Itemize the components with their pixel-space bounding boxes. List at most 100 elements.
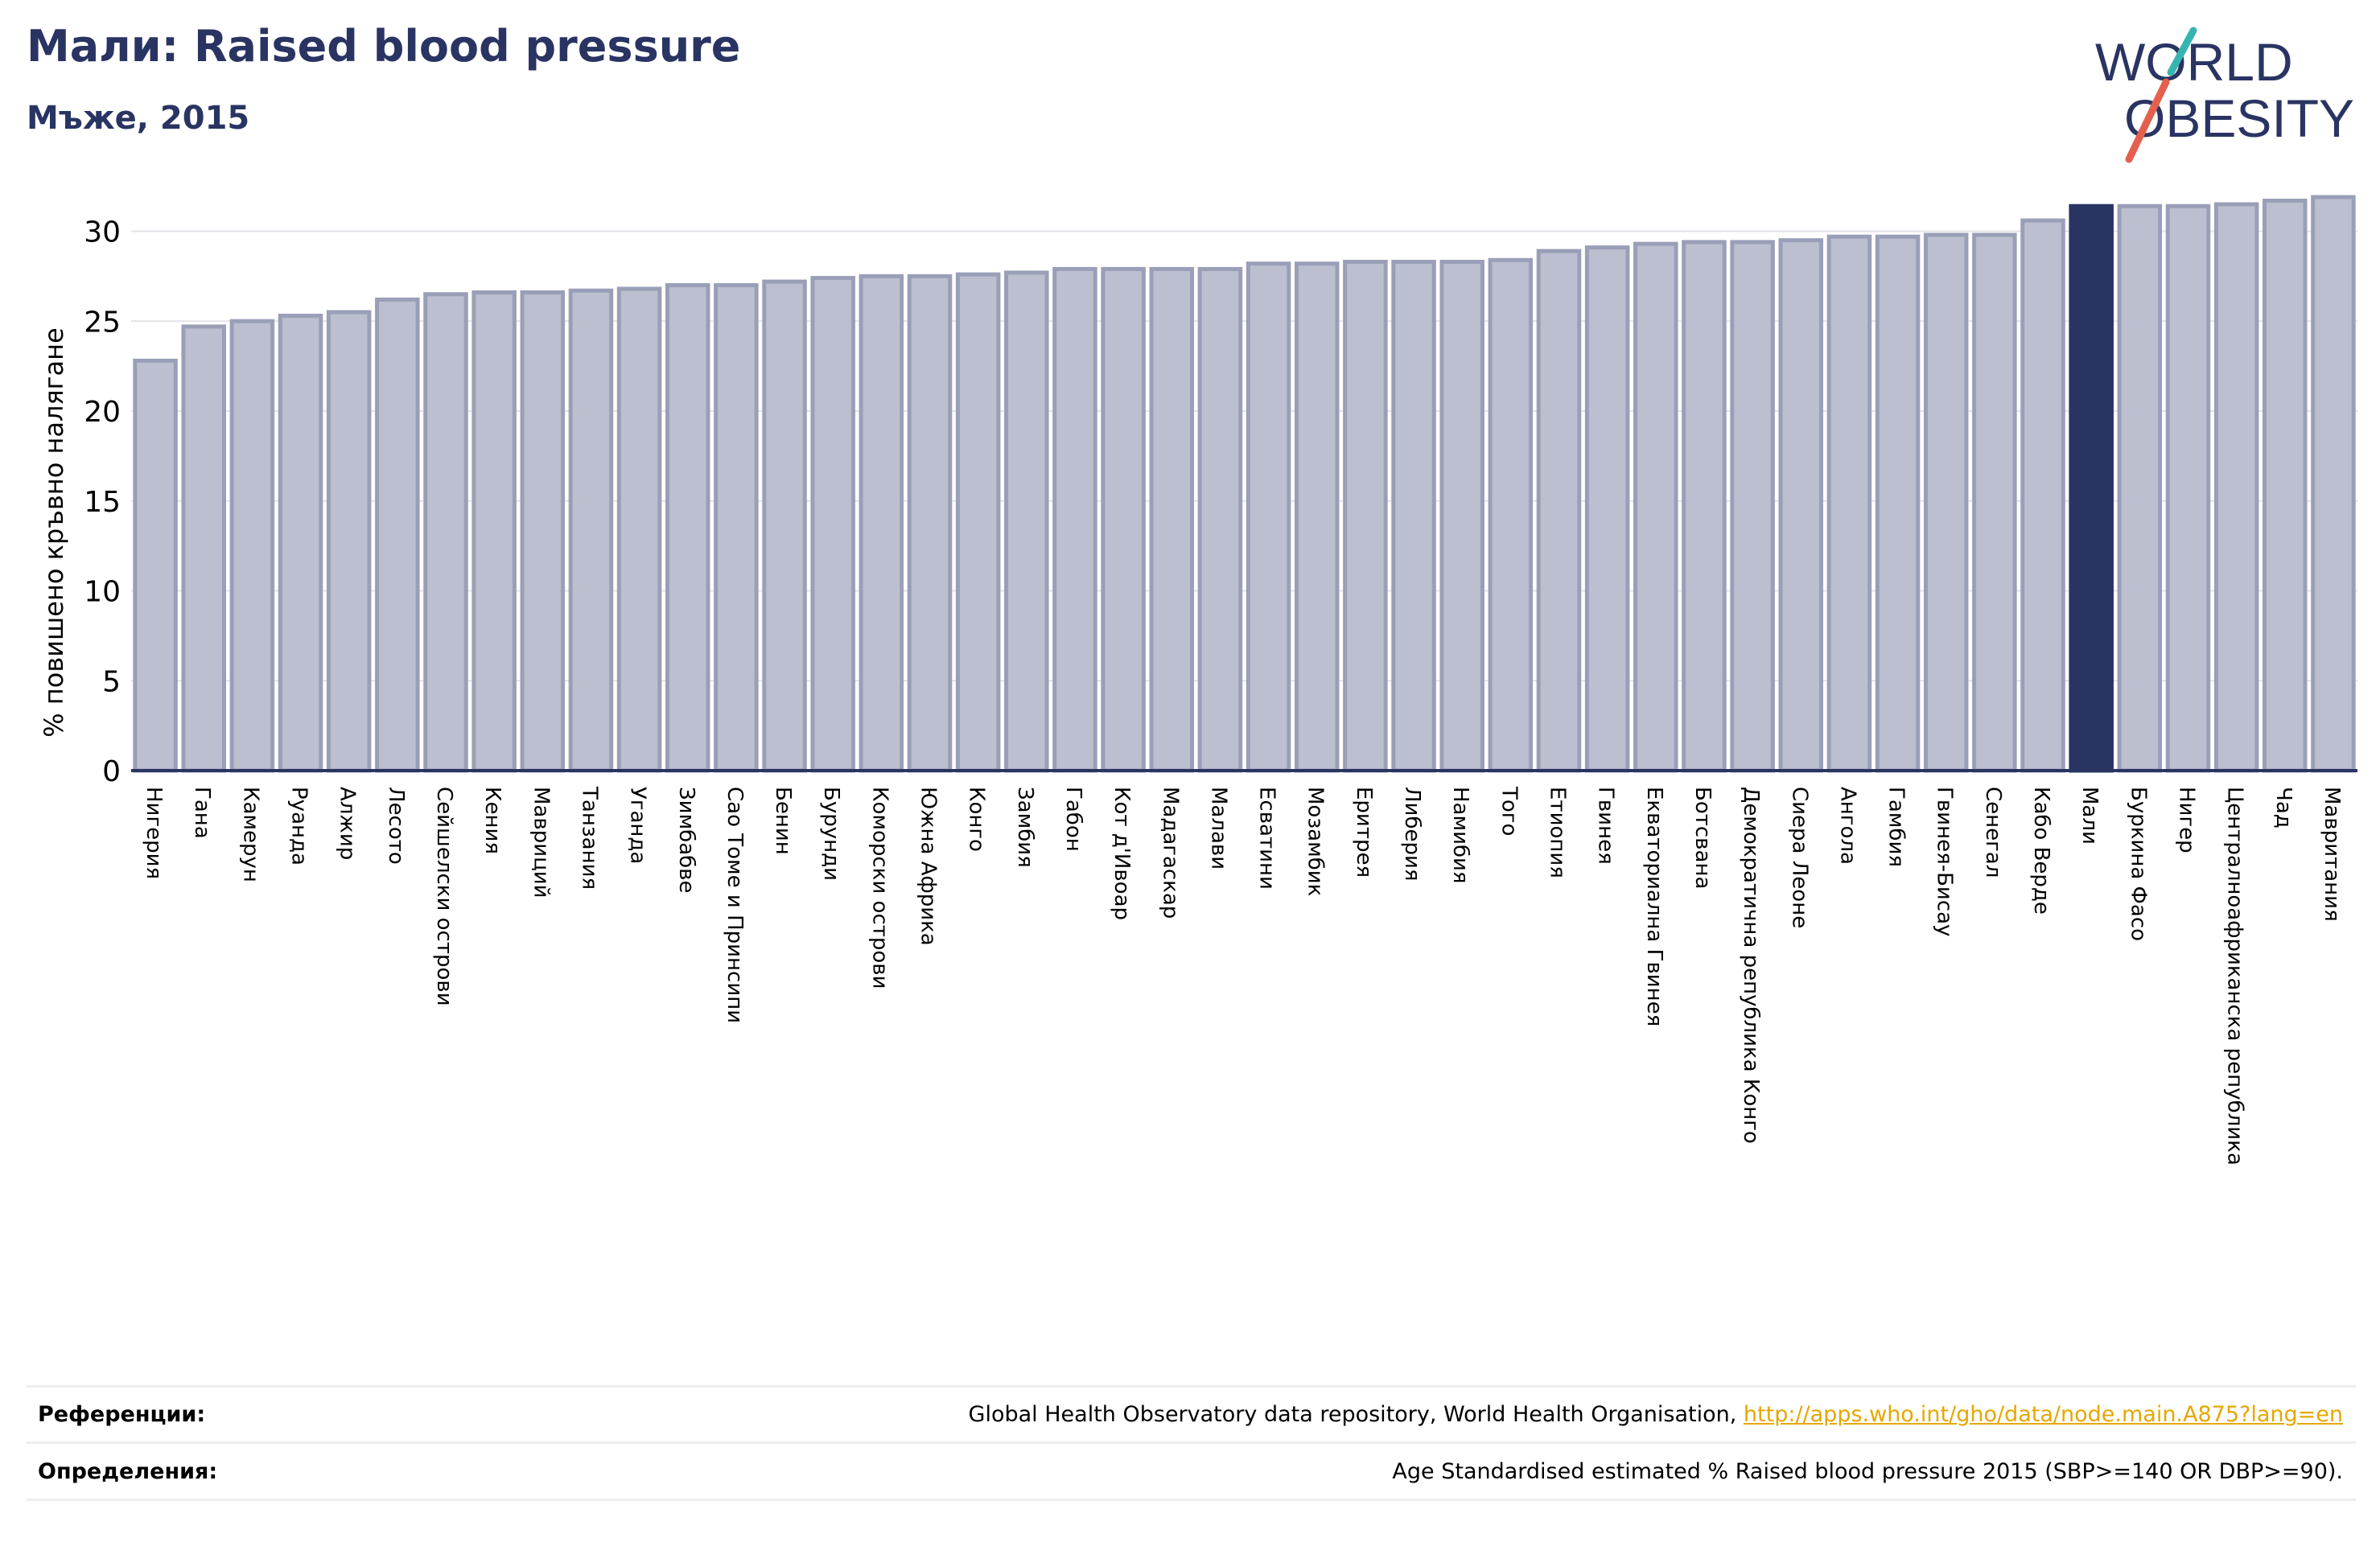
x-tick-label: Сиера Леоне xyxy=(1787,787,1811,928)
y-tick-label: 25 xyxy=(84,306,121,339)
references-link[interactable]: http://apps.who.int/gho/data/node.main.A… xyxy=(1743,1402,2343,1427)
x-tick-label: Мозамбик xyxy=(1303,787,1328,896)
bar xyxy=(375,297,420,773)
bar xyxy=(1439,259,1484,773)
x-tick-label: Бурунди xyxy=(819,787,843,881)
bar xyxy=(2263,199,2308,773)
x-tick-label: Гамбия xyxy=(1884,787,1909,867)
x-tick-label: Камерун xyxy=(238,787,262,882)
x-tick-labels: Нигерия Гана Камерун Руанда Алжир Лесото Сейше… xyxy=(142,786,2344,1166)
x-tick-label: Либерия xyxy=(1400,787,1424,882)
x-tick-label: Уганда xyxy=(626,787,650,864)
x-tick-label: Мадагаскар xyxy=(1158,787,1182,919)
bar xyxy=(1391,259,1436,773)
bar xyxy=(471,290,517,773)
bar xyxy=(1682,240,1727,773)
x-tick-label: Кот д'Ивоар xyxy=(1110,787,1134,920)
x-tick-label: Сейшелски острови xyxy=(432,787,456,1006)
page-title: Мали: Raised blood pressure xyxy=(27,21,741,72)
x-tick-label: Танзания xyxy=(577,786,601,890)
bar xyxy=(810,276,855,773)
y-tick-label: 0 xyxy=(102,755,121,788)
y-tick-label: 20 xyxy=(84,396,121,429)
bar xyxy=(1633,241,1678,773)
bar xyxy=(2020,218,2065,773)
x-tick-label: Сао Томе и Принсипи xyxy=(723,787,747,1023)
bar xyxy=(1778,238,1824,773)
x-tick-label: Чад xyxy=(2271,787,2296,829)
bar xyxy=(568,288,614,773)
footer-divider-middle xyxy=(27,1441,2356,1444)
x-tick-label: Мали xyxy=(2077,787,2102,845)
x-tick-label: Зимбабве xyxy=(674,787,698,894)
footer-divider-bottom xyxy=(27,1499,2356,1501)
bar xyxy=(133,358,178,773)
x-tick-label: Того xyxy=(1497,786,1521,836)
x-tick-label: Коморски острови xyxy=(867,787,891,989)
bar xyxy=(1826,234,1872,773)
x-tick-label: Ботсвана xyxy=(1690,787,1715,889)
y-tick-labels: 0 5 10 15 20 25 30 xyxy=(84,216,121,789)
x-tick-label: Централноафриканска република xyxy=(2223,787,2247,1166)
bar xyxy=(1246,261,1291,773)
y-tick-label: 10 xyxy=(84,576,121,609)
bar xyxy=(1584,245,1630,773)
references-text: Global Health Observatory data repositor… xyxy=(969,1402,2343,1427)
bar xyxy=(1294,261,1340,773)
bar xyxy=(762,279,807,773)
x-tick-label: Руанда xyxy=(287,787,311,866)
x-tick-label: Нигер xyxy=(2174,787,2198,853)
x-tick-label: Нигерия xyxy=(142,787,166,879)
definitions-text: Age Standardised estimated % Raised bloo… xyxy=(1392,1459,2343,1484)
x-tick-label: Екваториална Гвинея xyxy=(1642,787,1666,1026)
bar xyxy=(714,283,759,773)
bar xyxy=(1004,270,1049,773)
logo-text-line2: OBESITY xyxy=(2124,88,2354,148)
x-tick-label: Южна Африка xyxy=(916,787,941,946)
x-tick-label: Гвинея-Бисау xyxy=(1933,787,1957,936)
x-tick-label: Замбия xyxy=(1013,787,1037,868)
y-tick-label: 30 xyxy=(84,216,121,249)
bar xyxy=(2311,195,2356,773)
references-source: Global Health Observatory data repositor… xyxy=(968,1402,1744,1427)
x-tick-label: Лесото xyxy=(384,787,408,865)
bar xyxy=(1923,232,1969,773)
bar xyxy=(2213,202,2259,773)
bar xyxy=(955,272,1001,773)
x-tick-label: Гана xyxy=(190,787,214,839)
x-tick-label: Конго xyxy=(965,787,989,852)
world-obesity-logo: WORLD OBESITY xyxy=(2095,27,2354,163)
x-tick-label: Бенин xyxy=(771,787,795,855)
x-tick-label: Малави xyxy=(1206,787,1230,870)
bar xyxy=(1197,266,1243,773)
y-axis-label: % повишено кръвно налягане xyxy=(39,327,69,737)
bar xyxy=(229,319,275,773)
bar xyxy=(181,324,226,773)
footer-divider-top xyxy=(27,1385,2356,1388)
x-tick-label: Ангола xyxy=(1835,787,1859,865)
x-tick-label: Гвинея xyxy=(1594,787,1618,865)
bar xyxy=(1875,234,1921,773)
logo-text-line1: WORLD xyxy=(2095,32,2293,92)
x-tick-label: Демократична република Конго xyxy=(1739,787,1763,1144)
bar xyxy=(859,273,904,773)
bar xyxy=(2117,204,2163,773)
x-tick-label: Кабо Верде xyxy=(2029,787,2053,915)
bar-highlight xyxy=(2069,204,2114,773)
y-tick-label: 15 xyxy=(84,486,121,519)
bar xyxy=(1149,266,1195,773)
x-tick-label: Намибия xyxy=(1448,787,1472,884)
bar xyxy=(1972,232,2017,773)
x-tick-label: Есватини xyxy=(1255,787,1279,890)
x-tick-label: Еритрея xyxy=(1352,787,1376,878)
x-tick-label: Етиопия xyxy=(1545,787,1569,878)
bar xyxy=(1488,257,1534,773)
x-tick-label: Габон xyxy=(1061,787,1085,852)
x-tick-label: Алжир xyxy=(336,787,360,860)
bar xyxy=(2165,204,2211,773)
x-tick-label: Буркина Фасо xyxy=(2126,787,2150,941)
bar xyxy=(1052,266,1097,773)
bar xyxy=(1730,240,1775,773)
bar xyxy=(665,283,710,773)
